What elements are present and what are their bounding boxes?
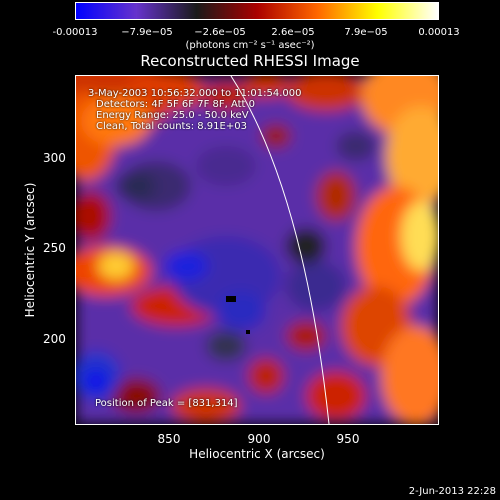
colorbar: [75, 2, 439, 20]
heatmap-blob: [316, 171, 356, 221]
heatmap-blob: [111, 378, 161, 414]
plot-area: 3-May-2003 10:56:32.000 to 11:01:54.000 …: [75, 75, 439, 425]
heatmap-blob: [196, 146, 256, 186]
heatmap-blob: [248, 358, 284, 394]
x-axis-label: Heliocentric X (arcsec): [189, 447, 325, 461]
colorbar-tick: −2.6e−05: [194, 27, 246, 38]
heatmap-blob: [286, 228, 326, 264]
annotation-energy: Energy Range: 25.0 - 50.0 keV: [96, 110, 249, 121]
heatmap-blob: [286, 261, 346, 311]
heatmap-blob: [81, 96, 151, 146]
chart-title: Reconstructed RHESSI Image: [140, 52, 360, 70]
colorbar-tick: -0.00013: [52, 27, 98, 38]
heatmap-blob: [171, 388, 241, 424]
dark-marker: [246, 330, 250, 334]
heatmap-blob: [401, 201, 438, 271]
y-tick-label: 200: [43, 332, 66, 346]
heatmap-blob: [86, 371, 106, 391]
heatmap-blob: [116, 171, 156, 201]
x-tick-label: 950: [336, 432, 360, 446]
heatmap-blob: [261, 124, 291, 148]
heatmap-blob: [76, 191, 111, 241]
heatmap-image: [76, 76, 438, 424]
heatmap-blob: [306, 371, 366, 421]
heatmap-blob: [241, 76, 291, 98]
y-tick-label: 250: [43, 241, 66, 255]
heatmap-blob: [126, 76, 206, 111]
colorbar-units: (photons cm⁻² s⁻¹ asec⁻²): [185, 40, 315, 51]
heatmap-blob: [164, 251, 208, 281]
timestamp: 2-Jun-2013 22:28: [408, 486, 496, 497]
heatmap-blob: [336, 131, 376, 161]
dark-marker: [226, 296, 236, 302]
annotation-detectors: Detectors: 4F 5F 6F 7F 8F, Att 0: [96, 99, 256, 110]
heatmap-blob: [381, 326, 438, 424]
heatmap-blob: [286, 321, 326, 351]
solar-limb-line: [230, 76, 330, 424]
colorbar-tick: 2.6e−05: [271, 27, 315, 38]
y-tick-label: 300: [43, 151, 66, 165]
heatmap-blob: [286, 76, 366, 111]
heatmap-blob: [98, 252, 134, 280]
annotation-counts: Clean, Total counts: 8.91E+03: [96, 121, 247, 132]
x-tick-label: 850: [157, 432, 181, 446]
annotation-time: 3-May-2003 10:56:32.000 to 11:01:54.000: [88, 88, 302, 99]
colorbar-tick: 7.9e−05: [344, 27, 388, 38]
colorbar-tick: −7.9e−05: [121, 27, 173, 38]
heatmap-blob: [386, 106, 438, 206]
colorbar-tick: 0.00013: [418, 27, 460, 38]
y-axis-label: Heliocentric Y (arcsec): [23, 182, 37, 318]
peak-position-label: Position of Peak = [831,314]: [95, 398, 238, 409]
heatmap-blob: [216, 291, 266, 331]
heatmap-blob: [206, 331, 246, 361]
x-tick-label: 900: [247, 432, 271, 446]
